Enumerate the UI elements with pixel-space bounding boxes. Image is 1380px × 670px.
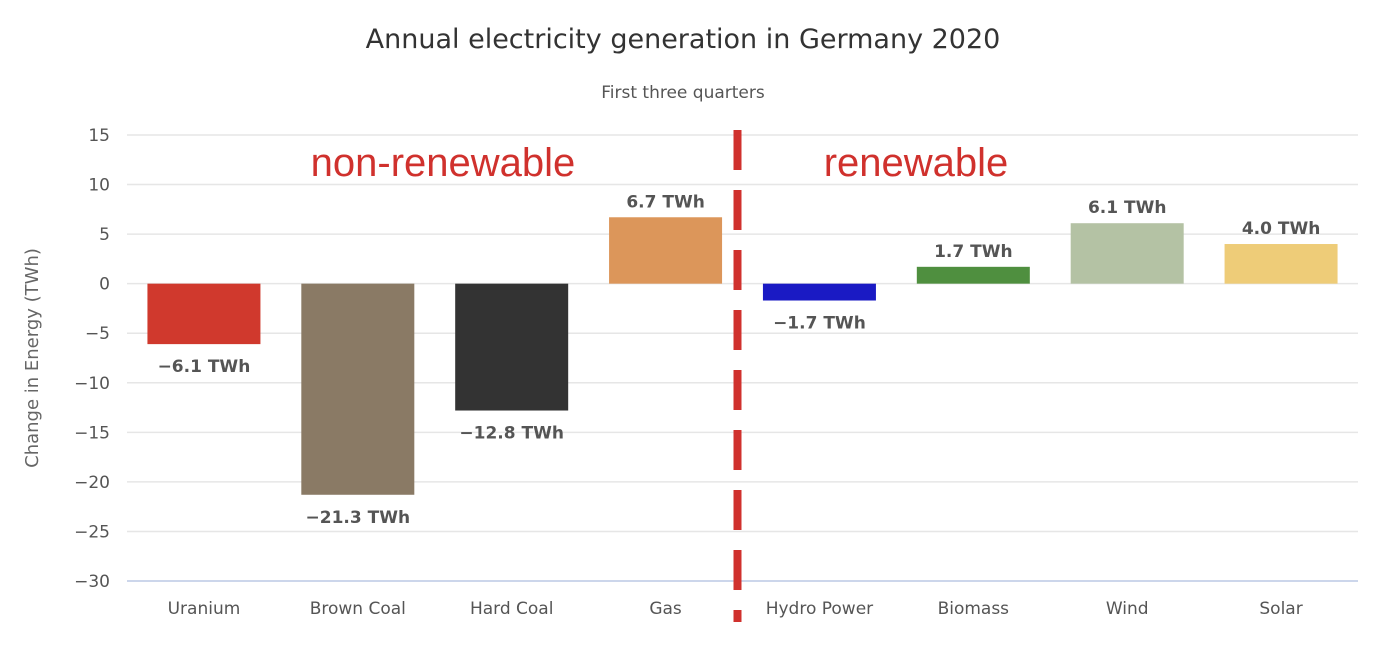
bar-brown-coal[interactable]: [301, 283, 415, 495]
bar-gas[interactable]: [609, 217, 723, 284]
data-label: 4.0 TWh: [1242, 219, 1320, 239]
x-tick-label: Brown Coal: [310, 599, 406, 619]
x-tick-label: Hard Coal: [470, 599, 554, 619]
y-tick-label: 0: [99, 275, 110, 295]
x-tick-label: Hydro Power: [766, 599, 873, 619]
data-label: 1.7 TWh: [934, 242, 1012, 262]
data-label: −12.8 TWh: [459, 424, 564, 444]
x-tick-label: Gas: [649, 599, 682, 619]
chart-title: Annual electricity generation in Germany…: [366, 24, 1001, 55]
y-tick-label: 15: [88, 126, 110, 146]
y-tick-label: 10: [88, 176, 110, 196]
y-tick-label: −10: [74, 374, 110, 394]
x-tick-label: Wind: [1106, 599, 1149, 619]
bar-biomass[interactable]: [916, 266, 1030, 284]
x-tick-label: Solar: [1259, 599, 1302, 619]
y-tick-label: −25: [74, 522, 110, 542]
annotation-renewable: renewable: [824, 141, 1009, 185]
annotation-non-renewable: non-renewable: [311, 141, 576, 185]
y-axis-label: Change in Energy (TWh): [22, 248, 43, 468]
bar-wind[interactable]: [1070, 223, 1184, 284]
y-tick-label: 5: [99, 225, 110, 245]
bar-uranium[interactable]: [147, 283, 261, 345]
data-label: 6.7 TWh: [626, 192, 704, 212]
x-tick-label: Uranium: [168, 599, 241, 619]
y-tick-label: −5: [85, 324, 110, 344]
bar-hydro-power[interactable]: [762, 283, 876, 301]
y-tick-label: −20: [74, 473, 110, 493]
chart-subtitle: First three quarters: [601, 83, 765, 103]
y-tick-label: −15: [74, 423, 110, 443]
data-label: −6.1 TWh: [158, 357, 251, 377]
data-label: −1.7 TWh: [773, 314, 866, 334]
data-label: −21.3 TWh: [306, 508, 411, 528]
y-tick-label: −30: [74, 572, 110, 592]
bar-solar[interactable]: [1224, 244, 1338, 284]
bar-hard-coal[interactable]: [455, 283, 569, 411]
x-tick-label: Biomass: [938, 599, 1010, 619]
data-label: 6.1 TWh: [1088, 198, 1166, 218]
